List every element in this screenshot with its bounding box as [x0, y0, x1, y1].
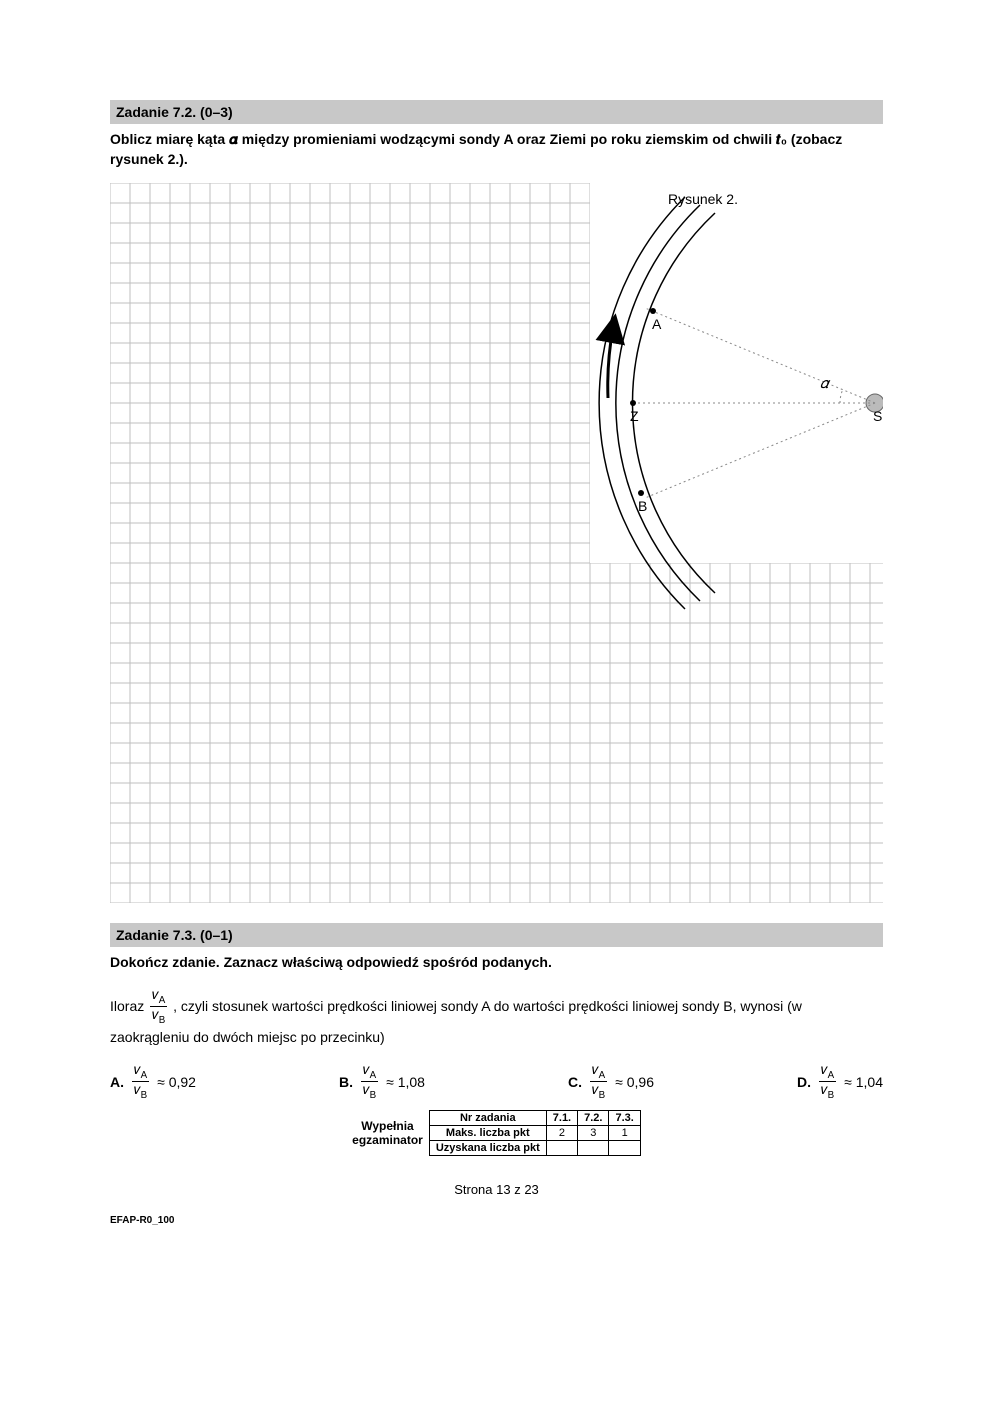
- option-b-value: ≈ 1,08: [386, 1074, 425, 1090]
- answer-options: A. 𝑣A 𝑣B ≈ 0,92 B. 𝑣A 𝑣B ≈ 1,08 C. 𝑣A 𝑣B…: [110, 1062, 883, 1102]
- figure-2-svg: S 𝛼 Z A: [110, 183, 883, 903]
- probe-b-label: B: [638, 498, 647, 514]
- option-d-value: ≈ 1,04: [844, 1074, 883, 1090]
- page-number: Strona 13 z 23: [110, 1182, 883, 1197]
- score-max-73: 1: [609, 1126, 640, 1141]
- task-7-2-instruction: Oblicz miarę kąta 𝜶 między promieniami w…: [110, 130, 883, 169]
- score-row-max: Maks. liczba pkt 2 3 1: [429, 1126, 640, 1141]
- option-d[interactable]: D. 𝑣A 𝑣B ≈ 1,04: [797, 1062, 883, 1102]
- earth-label: Z: [630, 408, 639, 424]
- score-row-header: Nr zadania 7.1. 7.2. 7.3.: [429, 1111, 640, 1126]
- score-h2: 7.2.: [578, 1111, 609, 1126]
- figure-2-label: Rysunek 2.: [668, 191, 738, 207]
- option-a-letter: A.: [110, 1074, 124, 1090]
- task-7-2-header: Zadanie 7.2. (0–3): [110, 100, 883, 124]
- score-got-71[interactable]: [546, 1141, 577, 1156]
- option-b[interactable]: B. 𝑣A 𝑣B ≈ 1,08: [339, 1062, 425, 1102]
- option-d-letter: D.: [797, 1074, 811, 1090]
- score-h1: 7.1.: [546, 1111, 577, 1126]
- task-7-3-instruction: Dokończ zdanie. Zaznacz właściwą odpowie…: [110, 953, 883, 973]
- option-b-frac: 𝑣A 𝑣B: [361, 1062, 378, 1102]
- body-prefix: Iloraz: [110, 998, 148, 1014]
- ratio-fraction: 𝑣A 𝑣B: [150, 987, 167, 1027]
- sun-label: S: [873, 408, 882, 424]
- angle-alpha-label: 𝛼: [820, 375, 831, 392]
- option-a[interactable]: A. 𝑣A 𝑣B ≈ 0,92: [110, 1062, 196, 1102]
- answer-grid: [110, 183, 883, 903]
- task-7-3-header: Zadanie 7.3. (0–1): [110, 923, 883, 947]
- score-got-label: Uzyskana liczba pkt: [429, 1141, 546, 1156]
- score-max-72: 3: [578, 1126, 609, 1141]
- option-c[interactable]: C. 𝑣A 𝑣B ≈ 0,96: [568, 1062, 654, 1102]
- score-h0: Nr zadania: [429, 1111, 546, 1126]
- task-7-3-body: Iloraz 𝑣A 𝑣B , czyli stosunek wartości p…: [110, 987, 883, 1048]
- option-c-letter: C.: [568, 1074, 582, 1090]
- score-box: Wypełnia egzaminator Nr zadania 7.1. 7.2…: [110, 1110, 883, 1156]
- score-got-73[interactable]: [609, 1141, 640, 1156]
- option-a-frac: 𝑣A 𝑣B: [132, 1062, 149, 1102]
- orbit-diagram: S 𝛼 Z A: [599, 197, 883, 609]
- score-got-72[interactable]: [578, 1141, 609, 1156]
- score-max-71: 2: [546, 1126, 577, 1141]
- probe-a-label: A: [652, 316, 662, 332]
- option-a-value: ≈ 0,92: [157, 1074, 196, 1090]
- score-row-got: Uzyskana liczba pkt: [429, 1141, 640, 1156]
- footer-code: EFAP-R0_100: [110, 1215, 883, 1226]
- score-h3: 7.3.: [609, 1111, 640, 1126]
- score-label: Wypełnia egzaminator: [352, 1119, 423, 1148]
- option-d-frac: 𝑣A 𝑣B: [819, 1062, 836, 1102]
- figure-2-container: Rysunek 2. S: [110, 183, 883, 903]
- option-c-value: ≈ 0,96: [615, 1074, 654, 1090]
- score-table: Nr zadania 7.1. 7.2. 7.3. Maks. liczba p…: [429, 1110, 641, 1156]
- option-c-frac: 𝑣A 𝑣B: [590, 1062, 607, 1102]
- body-mid: , czyli stosunek wartości prędkości lini…: [110, 998, 802, 1045]
- option-b-letter: B.: [339, 1074, 353, 1090]
- score-max-label: Maks. liczba pkt: [429, 1126, 546, 1141]
